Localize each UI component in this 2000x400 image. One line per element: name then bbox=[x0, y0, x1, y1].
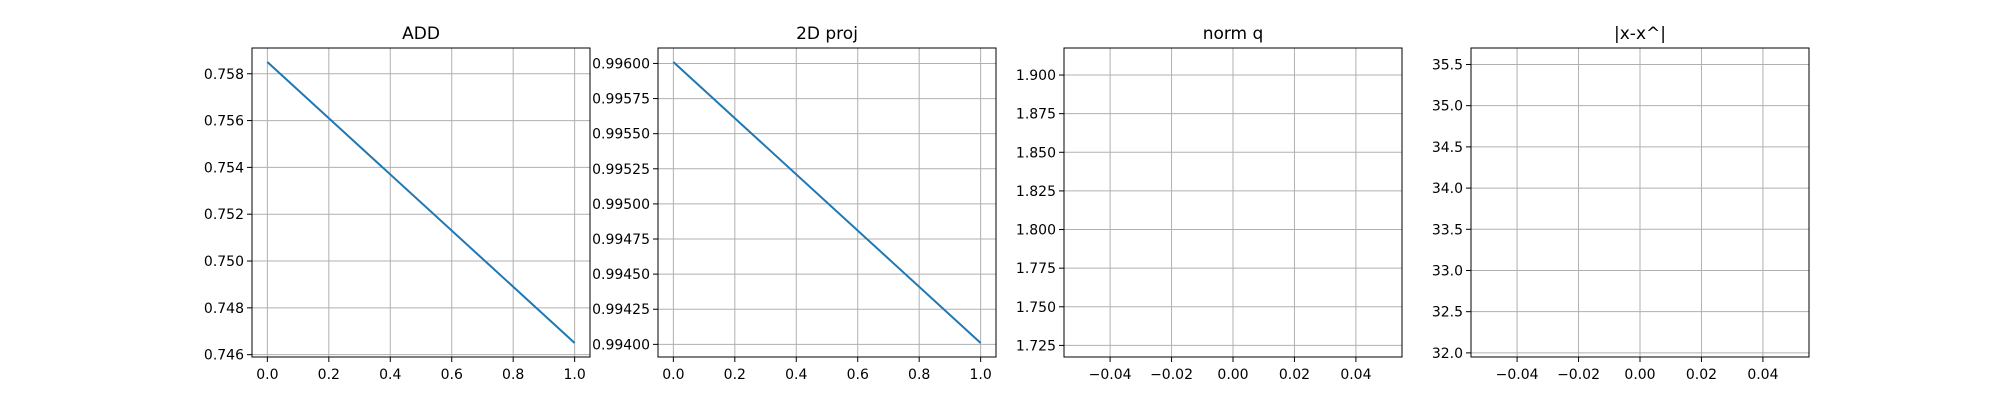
subplot-title: 2D proj bbox=[796, 24, 858, 44]
ticks: 0.0 0.2 0.4 0.6 0.8 1.0 0.99400 0.99425 0.99450 0… bbox=[592, 56, 992, 383]
subplot-title: norm q bbox=[1203, 24, 1264, 44]
y-tick-label: 34.5 bbox=[1432, 140, 1463, 156]
x-tick-label: 0.2 bbox=[724, 367, 746, 383]
plot-frame bbox=[1063, 47, 1403, 358]
ticks: 0.0 0.2 0.4 0.6 0.8 1.0 0.746 0.748 0.750 0.752 0.… bbox=[204, 67, 586, 383]
y-tick-label: 1.775 bbox=[1016, 261, 1056, 277]
y-tick-label: 0.99475 bbox=[592, 232, 650, 248]
x-tick-label: 0.4 bbox=[379, 367, 401, 383]
x-tick-label: −0.04 bbox=[1089, 367, 1132, 383]
y-tick-label: 0.748 bbox=[204, 301, 244, 317]
subplot-2d-proj: 2D proj 0.0 0.2 0.4 0.6 0.8 1.0 0.99400 0.99425… bbox=[592, 24, 997, 383]
y-tick-label: 34.0 bbox=[1432, 181, 1463, 197]
y-tick-label: 0.99425 bbox=[592, 302, 650, 318]
y-tick-label: 1.825 bbox=[1016, 184, 1056, 200]
x-tick-label: 0.6 bbox=[847, 367, 869, 383]
y-tick-label: 33.0 bbox=[1432, 263, 1463, 279]
y-tick-label: 1.875 bbox=[1016, 107, 1056, 123]
subplot-norm-q: norm q −0.04 −0.02 0.00 0.02 0.04 1.725 1.750 1… bbox=[1016, 24, 1403, 383]
y-tick-label: 0.756 bbox=[204, 114, 244, 130]
subplot-x-error: |x-x^| −0.04 −0.02 0.00 0.02 0.04 32.0 32.5 33.… bbox=[1432, 24, 1810, 383]
x-tick-label: 0.6 bbox=[441, 367, 463, 383]
x-tick-label: 0.8 bbox=[502, 367, 524, 383]
x-tick-label: 1.0 bbox=[564, 367, 586, 383]
y-tick-label: 1.750 bbox=[1016, 300, 1056, 316]
y-tick-label: 32.0 bbox=[1432, 346, 1463, 362]
x-tick-label: 1.0 bbox=[970, 367, 992, 383]
x-tick-label: 0.00 bbox=[1624, 367, 1655, 383]
y-tick-label: 1.900 bbox=[1016, 68, 1056, 84]
y-tick-label: 35.0 bbox=[1432, 99, 1463, 115]
y-tick-label: 0.99400 bbox=[592, 337, 650, 353]
x-tick-label: 0.04 bbox=[1340, 367, 1371, 383]
grid bbox=[658, 48, 996, 357]
y-tick-label: 35.5 bbox=[1432, 57, 1463, 73]
ticks: −0.04 −0.02 0.00 0.02 0.04 1.725 1.750 1.775 1.8… bbox=[1016, 68, 1372, 383]
series-line bbox=[266, 61, 576, 344]
subplot-title: ADD bbox=[402, 24, 440, 44]
y-tick-label: 0.754 bbox=[204, 160, 244, 176]
y-tick-label: 0.758 bbox=[204, 67, 244, 83]
x-tick-label: 0.0 bbox=[662, 367, 684, 383]
plot-frame bbox=[657, 47, 997, 358]
y-tick-label: 0.752 bbox=[204, 207, 244, 223]
series-line bbox=[672, 61, 982, 344]
x-tick-label: 0.8 bbox=[908, 367, 930, 383]
x-tick-label: −0.04 bbox=[1496, 367, 1539, 383]
y-tick-label: 33.5 bbox=[1432, 222, 1463, 238]
y-tick-label: 0.99500 bbox=[592, 197, 650, 213]
y-tick-label: 0.746 bbox=[204, 348, 244, 364]
ticks: −0.04 −0.02 0.00 0.02 0.04 32.0 32.5 33.0 33.5 34… bbox=[1432, 57, 1779, 383]
x-tick-label: −0.02 bbox=[1557, 367, 1600, 383]
subplot-add: ADD 0.0 0.2 0.4 0.6 0.8 1.0 0.746 0.748 0.750 0.7… bbox=[204, 24, 591, 383]
plot-frame bbox=[251, 47, 591, 358]
y-tick-label: 0.99525 bbox=[592, 162, 650, 178]
y-tick-label: 0.99600 bbox=[592, 56, 650, 72]
y-tick-label: 0.99550 bbox=[592, 127, 650, 143]
x-tick-label: 0.4 bbox=[785, 367, 807, 383]
x-tick-label: 0.2 bbox=[318, 367, 340, 383]
x-tick-label: 0.02 bbox=[1279, 367, 1310, 383]
x-tick-label: 0.0 bbox=[256, 367, 278, 383]
plot-frame bbox=[1470, 47, 1810, 358]
y-tick-label: 32.5 bbox=[1432, 305, 1463, 321]
x-tick-label: 0.02 bbox=[1686, 367, 1717, 383]
grid bbox=[1064, 48, 1402, 357]
y-tick-label: 1.800 bbox=[1016, 223, 1056, 239]
grid bbox=[252, 48, 590, 357]
x-tick-label: 0.04 bbox=[1747, 367, 1778, 383]
grid bbox=[1471, 48, 1809, 357]
y-tick-label: 0.750 bbox=[204, 254, 244, 270]
y-tick-label: 1.850 bbox=[1016, 145, 1056, 161]
x-tick-label: −0.02 bbox=[1150, 367, 1193, 383]
subplot-title: |x-x^| bbox=[1614, 24, 1666, 44]
y-tick-label: 0.99575 bbox=[592, 92, 650, 108]
x-tick-label: 0.00 bbox=[1217, 367, 1248, 383]
y-tick-label: 1.725 bbox=[1016, 338, 1056, 354]
y-tick-label: 0.99450 bbox=[592, 267, 650, 283]
